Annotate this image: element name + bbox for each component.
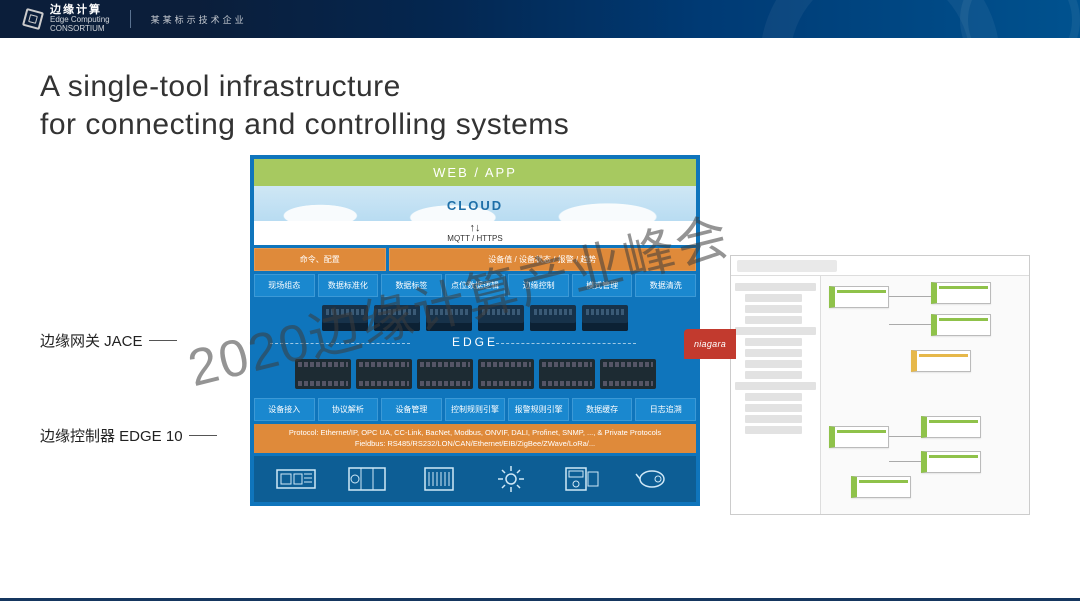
footer-line bbox=[0, 598, 1080, 601]
plc-device-icon bbox=[478, 359, 534, 389]
vav-icon bbox=[418, 464, 460, 494]
camera-icon bbox=[633, 464, 675, 494]
jace-device-icon bbox=[582, 305, 628, 331]
asset-icons-row bbox=[254, 456, 696, 502]
connector-line bbox=[149, 340, 177, 341]
flow-node bbox=[921, 416, 981, 438]
ide-canvas bbox=[821, 276, 1029, 514]
ide-screenshot bbox=[730, 255, 1030, 515]
logo-en2: CONSORTIUM bbox=[50, 25, 110, 34]
jace-device-icon bbox=[478, 305, 524, 331]
tree-item bbox=[745, 426, 802, 434]
tree-item bbox=[745, 305, 802, 313]
ide-toolbar bbox=[731, 256, 1029, 276]
tree-item bbox=[745, 415, 802, 423]
jace-device-icon bbox=[322, 305, 368, 331]
edge-divider: EDGE niagara bbox=[254, 333, 696, 353]
label-edge10: 边缘控制器 EDGE 10 bbox=[40, 425, 220, 446]
row-functions-bottom: 设备接入 协议解析 设备管理 控制规则引擎 报警规则引擎 数据缓存 日志追溯 bbox=[254, 398, 696, 421]
architecture-diagram: WEB / APP CLOUD ↑↓ MQTT / HTTPS 命令、配置 设备… bbox=[250, 155, 700, 506]
meter-icon bbox=[561, 464, 603, 494]
cell: 现场组态 bbox=[254, 274, 315, 297]
tree-item bbox=[745, 371, 802, 379]
protocol-line-1: Protocol: Ethernet/IP, OPC UA, CC-Link, … bbox=[260, 428, 690, 439]
subbrand: 某某标示技术企业 bbox=[151, 13, 247, 26]
title-l1: A single-tool infrastructure bbox=[40, 70, 401, 103]
plc-device-icon bbox=[600, 359, 656, 389]
wire bbox=[889, 461, 921, 462]
flow-node bbox=[829, 286, 889, 308]
flow-node bbox=[921, 451, 981, 473]
tree-item bbox=[745, 294, 802, 302]
jace-devices bbox=[254, 297, 696, 333]
header-divider bbox=[130, 10, 131, 28]
cell: 点位数据逻辑 bbox=[445, 274, 506, 297]
jace-device-icon bbox=[374, 305, 420, 331]
lighting-icon bbox=[490, 464, 532, 494]
row-commands: 命令、配置 设备值 / 设备状态 / 报警 / 趋势 bbox=[254, 248, 696, 271]
cell: 设备值 / 设备状态 / 报警 / 趋势 bbox=[389, 248, 696, 271]
tree-item bbox=[735, 327, 816, 335]
cell: 命令、配置 bbox=[254, 248, 386, 271]
cell: 数据标签 bbox=[381, 274, 442, 297]
wire bbox=[889, 296, 931, 297]
cell: 数据缓存 bbox=[572, 398, 633, 421]
tree-item bbox=[745, 349, 802, 357]
wire bbox=[889, 436, 921, 437]
tree-item bbox=[745, 338, 802, 346]
flow-node bbox=[931, 282, 991, 304]
flow-node bbox=[851, 476, 911, 498]
logo-icon bbox=[22, 8, 44, 30]
plc-device-icon bbox=[295, 359, 351, 389]
tree-item bbox=[745, 360, 802, 368]
flow-node bbox=[911, 350, 971, 372]
wire bbox=[889, 324, 931, 325]
arrows-icon: ↑↓ bbox=[254, 223, 696, 234]
protocol-mqtt: ↑↓ MQTT / HTTPS bbox=[254, 221, 696, 245]
tree-item bbox=[745, 316, 802, 324]
cell: 设备接入 bbox=[254, 398, 315, 421]
tree-item bbox=[745, 393, 802, 401]
header-bar: 边缘计算 Edge Computing CONSORTIUM 某某标示技术企业 bbox=[0, 0, 1080, 38]
jace-device-icon bbox=[426, 305, 472, 331]
plc-device-icon bbox=[356, 359, 412, 389]
cell: 控制规则引擎 bbox=[445, 398, 506, 421]
title-l2: for connecting and controlling systems bbox=[40, 108, 569, 141]
chiller-icon bbox=[275, 464, 317, 494]
cell: 日志追溯 bbox=[635, 398, 696, 421]
cell: 数据标准化 bbox=[318, 274, 379, 297]
plc-device-icon bbox=[539, 359, 595, 389]
ahu-icon bbox=[346, 464, 388, 494]
cell: 数据清洗 bbox=[635, 274, 696, 297]
cell: 设备管理 bbox=[381, 398, 442, 421]
logo: 边缘计算 Edge Computing CONSORTIUM bbox=[24, 4, 110, 34]
niagara-badge: niagara bbox=[684, 329, 736, 359]
ide-tree bbox=[731, 276, 821, 514]
ide-tab bbox=[737, 260, 837, 272]
cell: 协议解析 bbox=[318, 398, 379, 421]
tree-item bbox=[735, 283, 816, 291]
row-functions-top: 现场组态 数据标准化 数据标签 点位数据逻辑 边缘控制 模式管理 数据清洗 bbox=[254, 274, 696, 297]
cell: 边缘控制 bbox=[508, 274, 569, 297]
plc-device-icon bbox=[417, 359, 473, 389]
side-labels: 边缘网关 JACE 边缘控制器 EDGE 10 bbox=[40, 155, 220, 520]
jace-device-icon bbox=[530, 305, 576, 331]
layer-web: WEB / APP bbox=[254, 159, 696, 186]
cell: 报警规则引擎 bbox=[508, 398, 569, 421]
flow-node bbox=[829, 426, 889, 448]
connector-line bbox=[189, 435, 217, 436]
flow-node bbox=[931, 314, 991, 336]
edge10-devices bbox=[254, 353, 696, 395]
protocol-line-2: Fieldbus: RS485/RS232/LON/CAN/Ethernet/E… bbox=[260, 439, 690, 450]
cell: 模式管理 bbox=[572, 274, 633, 297]
tree-item bbox=[735, 382, 816, 390]
layer-cloud: CLOUD bbox=[254, 186, 696, 221]
label-jace: 边缘网关 JACE bbox=[40, 330, 220, 351]
tree-item bbox=[745, 404, 802, 412]
protocols-box: Protocol: Ethernet/IP, OPC UA, CC-Link, … bbox=[254, 424, 696, 453]
